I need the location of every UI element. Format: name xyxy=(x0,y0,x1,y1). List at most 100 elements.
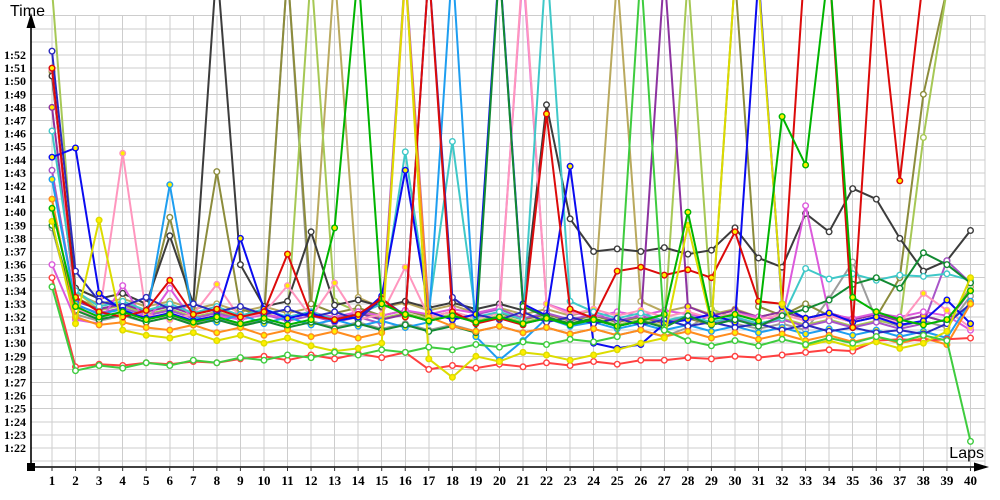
y-tick-label: 1:44 xyxy=(4,153,26,167)
data-point xyxy=(284,314,292,322)
data-point xyxy=(354,310,362,318)
data-point xyxy=(849,324,857,332)
tick-labels: 1:521:511:501:491:481:471:461:451:441:43… xyxy=(4,48,977,488)
data-point xyxy=(142,316,150,324)
data-point xyxy=(896,316,904,324)
series-markers-green2 xyxy=(48,283,975,445)
x-tick-label: 35 xyxy=(846,473,860,488)
series-line-khaki xyxy=(51,0,972,324)
y-tick-label: 1:39 xyxy=(4,218,26,232)
data-point xyxy=(566,305,574,313)
data-point xyxy=(48,204,56,212)
data-point xyxy=(354,351,362,359)
y-tick-label: 1:47 xyxy=(4,114,26,128)
data-point xyxy=(119,149,127,157)
x-tick-label: 4 xyxy=(119,473,126,488)
data-point xyxy=(189,318,197,326)
data-point xyxy=(590,316,598,324)
data-point xyxy=(849,293,857,301)
data-point xyxy=(284,321,292,329)
series-line-orchid xyxy=(51,0,972,330)
data-point xyxy=(236,313,244,321)
data-point xyxy=(896,338,904,346)
data-point xyxy=(896,234,904,242)
data-point xyxy=(448,362,456,370)
data-point xyxy=(684,312,692,320)
data-point xyxy=(967,334,975,342)
y-tick-label: 1:46 xyxy=(4,127,26,141)
data-point xyxy=(519,329,527,337)
x-tick-label: 3 xyxy=(96,473,103,488)
x-tick-label: 39 xyxy=(940,473,954,488)
y-tick-label: 1:32 xyxy=(4,310,26,324)
series-markers-skyblue xyxy=(48,175,975,364)
data-point xyxy=(48,283,56,291)
y-tick-label: 1:26 xyxy=(4,389,26,403)
data-point xyxy=(142,324,150,332)
data-point xyxy=(943,316,951,324)
data-point xyxy=(331,308,339,316)
y-axis-arrow-icon xyxy=(26,13,36,28)
data-point xyxy=(166,181,174,189)
data-point xyxy=(71,367,79,375)
data-point xyxy=(943,270,951,278)
data-point xyxy=(260,314,268,322)
y-axis-title: Time xyxy=(10,3,45,20)
data-point xyxy=(755,342,763,350)
data-point xyxy=(307,333,315,341)
data-point xyxy=(872,333,880,341)
data-point xyxy=(95,297,103,305)
data-point xyxy=(307,342,315,350)
data-point xyxy=(707,327,715,335)
data-point xyxy=(919,249,927,257)
data-point xyxy=(401,148,409,156)
data-point xyxy=(919,339,927,347)
data-point xyxy=(778,351,786,359)
data-point xyxy=(331,301,339,309)
x-tick-label: 26 xyxy=(634,473,648,488)
data-point xyxy=(637,263,645,271)
data-point xyxy=(637,356,645,364)
x-tick-label: 17 xyxy=(422,473,436,488)
data-point xyxy=(189,356,197,364)
data-point xyxy=(967,226,975,234)
data-point xyxy=(590,247,598,255)
data-point xyxy=(731,337,739,345)
data-point xyxy=(284,282,292,290)
x-tick-label: 36 xyxy=(870,473,884,488)
data-point xyxy=(943,306,951,314)
x-tick-label: 15 xyxy=(375,473,389,488)
data-point xyxy=(660,356,668,364)
series-line-yellow xyxy=(51,0,972,379)
data-point xyxy=(260,356,268,364)
data-point xyxy=(213,305,221,313)
series-line-cyan xyxy=(51,0,971,325)
y-tick-label: 1:29 xyxy=(4,349,26,363)
x-tick-label: 25 xyxy=(611,473,625,488)
data-point xyxy=(260,308,268,316)
data-point xyxy=(637,247,645,255)
data-point xyxy=(331,316,339,324)
x-tick-label: 2 xyxy=(72,473,79,488)
data-point xyxy=(48,47,56,55)
x-tick-label: 10 xyxy=(257,473,270,488)
data-point xyxy=(48,153,56,161)
data-point xyxy=(707,342,715,350)
data-point xyxy=(943,261,951,269)
data-point xyxy=(378,346,386,354)
data-point xyxy=(590,325,598,333)
data-point xyxy=(331,348,339,356)
data-point xyxy=(519,348,527,356)
data-point xyxy=(331,327,339,335)
data-point xyxy=(236,320,244,328)
data-point xyxy=(919,321,927,329)
y-tick-label: 1:23 xyxy=(4,428,26,442)
data-point xyxy=(613,333,621,341)
data-point xyxy=(495,358,503,366)
data-point xyxy=(142,293,150,301)
data-point xyxy=(119,308,127,316)
series-line-yellowgreen xyxy=(51,0,947,328)
series-line-olive xyxy=(51,0,946,326)
data-point xyxy=(849,339,857,347)
x-tick-label: 37 xyxy=(893,473,907,488)
